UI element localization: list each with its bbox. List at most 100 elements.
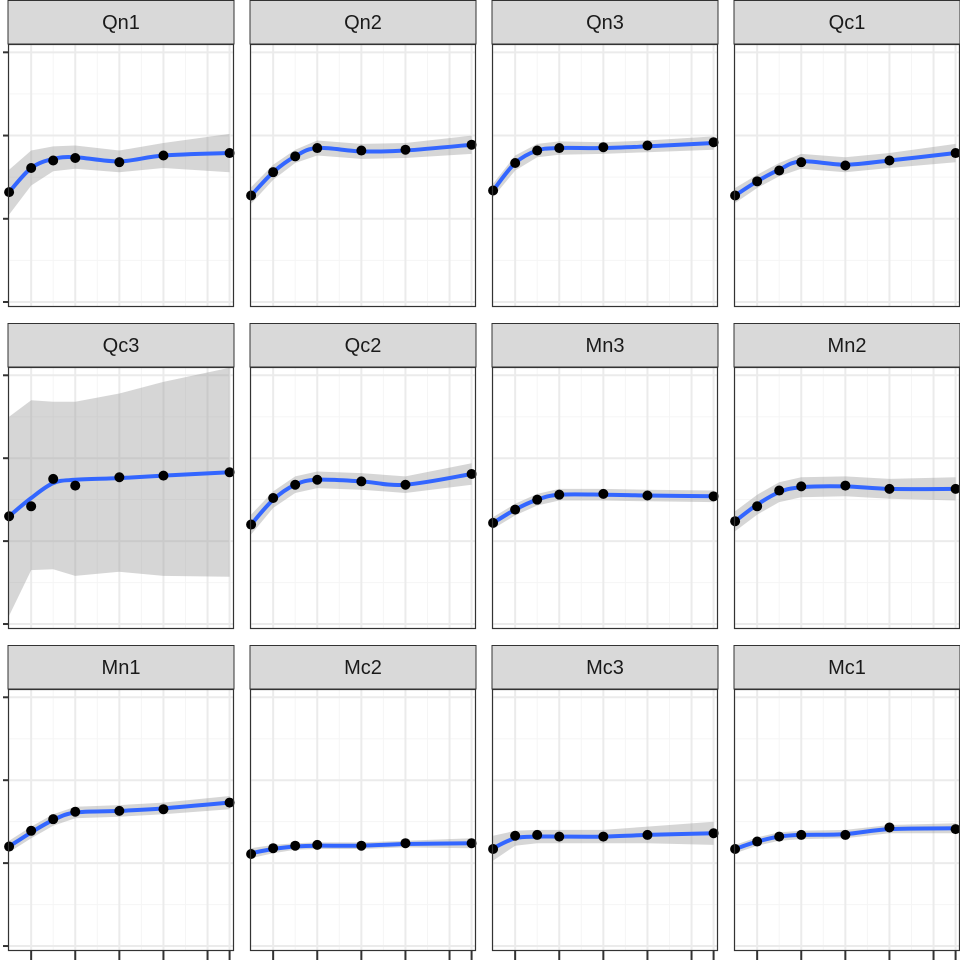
facet-strip-label: Qc2 (345, 335, 382, 357)
data-point (840, 160, 851, 171)
data-point (554, 831, 565, 842)
data-point (730, 844, 741, 855)
data-point (554, 143, 565, 154)
facet-strip-label: Mn1 (102, 657, 141, 679)
facet-strip (249, 645, 477, 690)
facet-panel-mn2: Mn2 (730, 323, 960, 630)
data-point (48, 155, 59, 166)
data-point (224, 148, 235, 159)
facet-strip (491, 323, 719, 368)
confidence-ribbon (493, 136, 714, 198)
data-point (466, 139, 477, 150)
data-point (642, 490, 653, 501)
data-point (70, 480, 81, 491)
data-point (70, 806, 81, 817)
data-point (774, 165, 785, 176)
data-point (400, 144, 411, 155)
data-point (26, 163, 37, 174)
data-point (642, 829, 653, 840)
confidence-ribbon (9, 796, 230, 853)
data-point (752, 836, 763, 847)
plot-background (250, 367, 476, 629)
data-point (356, 840, 367, 851)
data-point (4, 511, 15, 522)
facet-strip-label: Mn2 (828, 335, 867, 357)
facet-panel-mn1: Mn1 (4, 645, 235, 952)
data-point (48, 473, 59, 484)
facet-strip-label: Mc3 (586, 657, 624, 679)
data-point (708, 491, 719, 502)
data-point (950, 483, 960, 494)
plot-background (8, 689, 234, 951)
data-point (26, 825, 37, 836)
data-point (356, 145, 367, 156)
data-point (774, 485, 785, 496)
data-point (466, 838, 477, 849)
facet-strip (7, 0, 235, 45)
data-point (642, 140, 653, 151)
data-point (4, 841, 15, 852)
data-point (510, 830, 521, 841)
data-point (488, 517, 499, 528)
data-point (884, 155, 895, 166)
data-point (400, 838, 411, 849)
confidence-ribbon (493, 488, 714, 529)
data-point (224, 467, 235, 478)
data-point (114, 472, 125, 483)
data-point (268, 167, 279, 178)
data-point (246, 519, 257, 530)
facet-strip (249, 0, 477, 45)
data-point (48, 814, 59, 825)
data-point (224, 797, 235, 808)
data-point (4, 187, 15, 198)
facet-strip-label: Mn3 (586, 335, 625, 357)
confidence-ribbon (251, 135, 472, 204)
panel-border (7, 43, 235, 308)
data-point (290, 479, 301, 490)
confidence-ribbon (9, 367, 230, 616)
data-point (950, 148, 960, 159)
facet-panel-mc2: Mc2 (246, 645, 477, 952)
plot-background (8, 44, 234, 307)
data-point (312, 839, 323, 850)
data-point (796, 157, 807, 168)
panel-border (249, 366, 477, 630)
data-point (752, 501, 763, 512)
data-point (752, 176, 763, 187)
data-point (114, 157, 125, 168)
data-point (246, 848, 257, 859)
data-point (466, 468, 477, 479)
panel-border (491, 43, 719, 308)
data-point (532, 145, 543, 156)
facet-strip (733, 323, 960, 368)
panel-border (7, 366, 235, 630)
plot-background (492, 44, 718, 307)
plot-background (250, 689, 476, 951)
data-point (356, 476, 367, 487)
data-point (950, 824, 960, 835)
facet-strip (249, 323, 477, 368)
data-point (730, 190, 741, 201)
data-point (532, 494, 543, 505)
facet-panel-mn3: Mn3 (488, 323, 719, 630)
panel-border (491, 366, 719, 630)
data-point (532, 829, 543, 840)
facet-strip-label: Mc2 (344, 657, 382, 679)
data-point (884, 483, 895, 494)
data-point (268, 843, 279, 854)
plot-background (8, 367, 234, 629)
facet-panel-mc1: Mc1 (730, 645, 960, 952)
data-point (268, 493, 279, 503)
data-point (840, 829, 851, 840)
facet-panel-mc3: Mc3 (488, 645, 719, 952)
data-point (510, 158, 521, 169)
data-point (246, 190, 257, 201)
facet-strip (7, 645, 235, 690)
panel-border (249, 43, 477, 308)
data-point (312, 143, 323, 154)
panel-border (491, 688, 719, 952)
data-point (290, 840, 301, 851)
panel-border (249, 688, 477, 952)
facet-strip-label: Qc3 (103, 335, 140, 357)
facet-strip-label: Qn2 (344, 12, 382, 34)
